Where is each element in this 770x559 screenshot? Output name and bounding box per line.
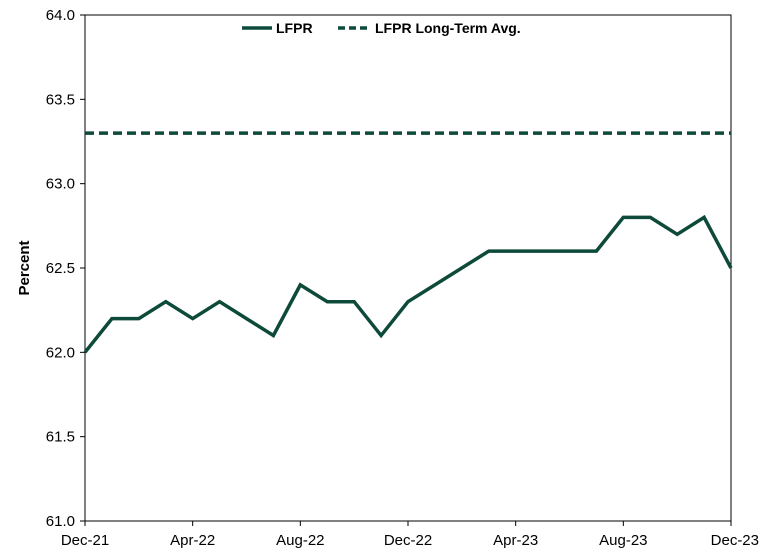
series-line-lfpr	[83, 214, 733, 354]
x-tick-label: Apr-22	[170, 532, 215, 549]
legend-label-lfpr-long-term-avg: LFPR Long-Term Avg.	[375, 20, 521, 36]
legend-label-lfpr: LFPR	[276, 20, 313, 36]
y-tick-label: 63.5	[46, 91, 75, 108]
x-tick-label: Aug-23	[599, 532, 647, 549]
x-tick-label: Apr-23	[493, 532, 538, 549]
y-axis-title: Percent	[16, 240, 33, 295]
plot-area	[84, 14, 732, 522]
series-layer	[83, 131, 733, 354]
y-tick-label: 61.0	[46, 513, 75, 530]
x-tick-label: Dec-22	[384, 532, 432, 549]
y-axis: 61.0 61.5 62.0 62.5 63.0 63.5 64.0	[46, 7, 85, 530]
y-tick-label: 62.5	[46, 260, 75, 277]
y-tick-label: 61.5	[46, 429, 75, 446]
x-tick-label: Dec-21	[61, 532, 109, 549]
y-tick-label: 62.0	[46, 344, 75, 361]
legend: LFPR LFPR Long-Term Avg.	[242, 20, 521, 36]
y-tick-label: 64.0	[46, 7, 75, 24]
y-tick-label: 63.0	[46, 176, 75, 193]
x-axis: Dec-21 Apr-22 Aug-22 Dec-22 Apr-23 Aug-23 Dec-…	[61, 521, 759, 549]
x-tick-label: Aug-22	[276, 532, 324, 549]
x-tick-label: Dec-23	[711, 532, 759, 549]
